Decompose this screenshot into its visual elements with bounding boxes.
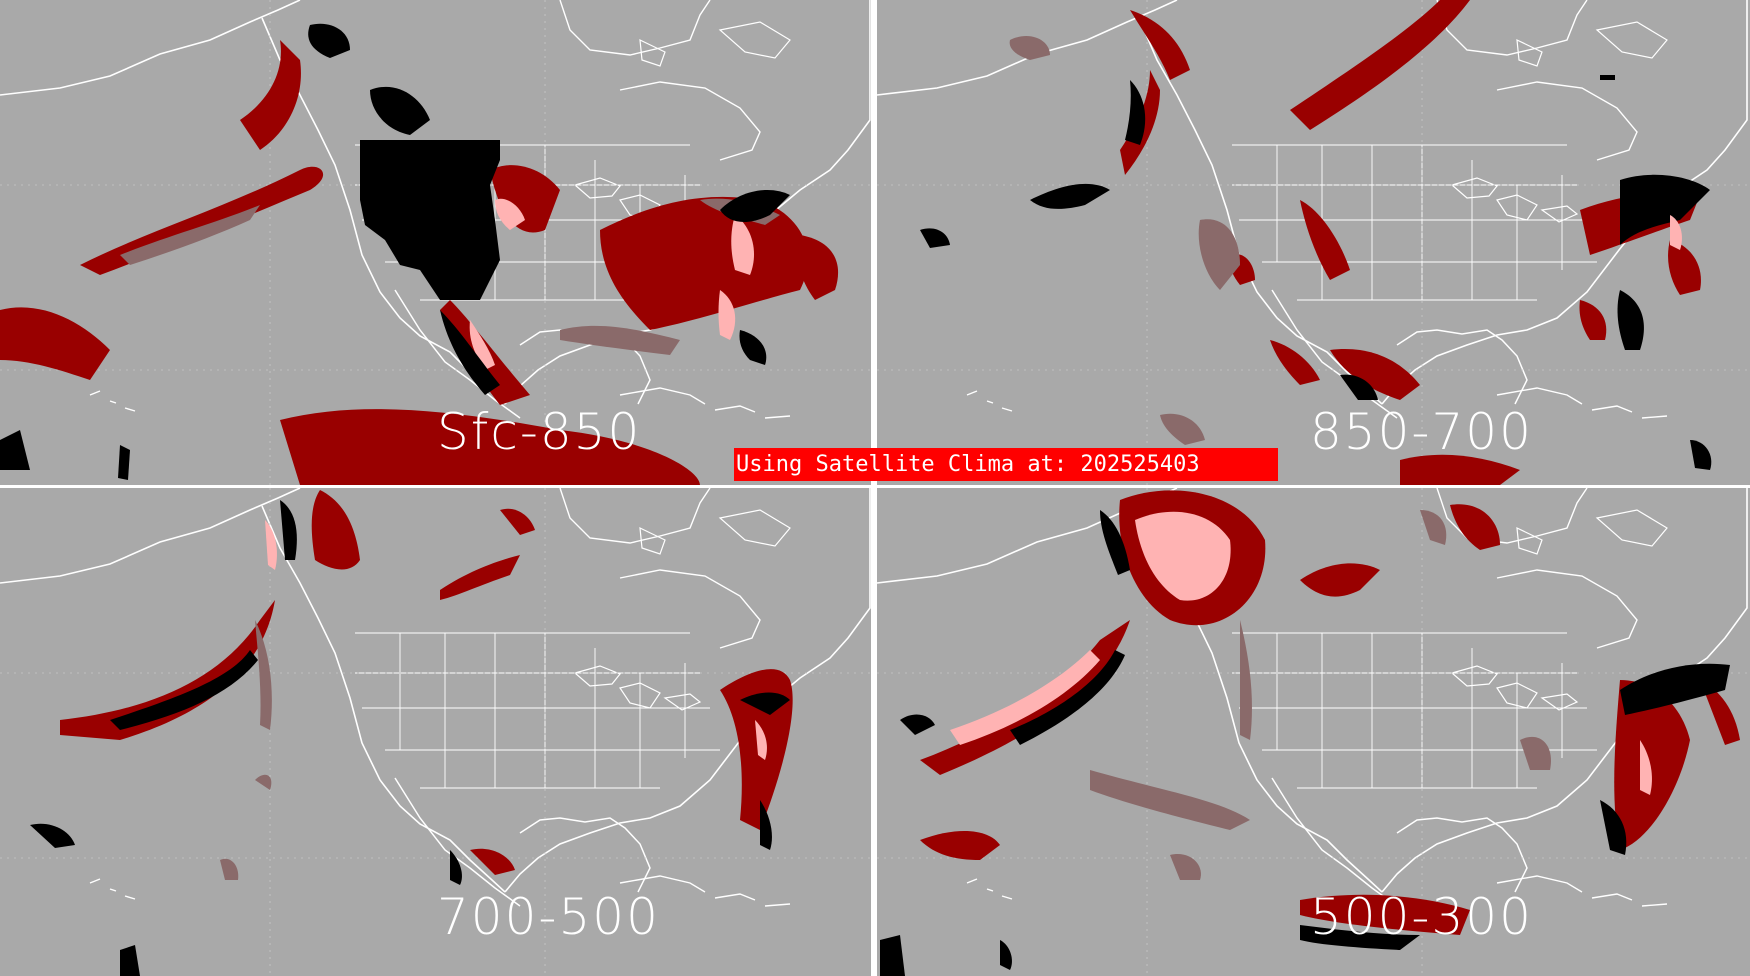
- panel-label-700-500: 700-500: [437, 888, 660, 946]
- panel-500-300: [876, 487, 1748, 976]
- panel-700-500: [0, 487, 871, 976]
- satellite-clima-banner: Using Satellite Clima at: 202525403: [734, 448, 1278, 481]
- panel-sfc-850: [0, 0, 870, 485]
- panel-label-500-300: 500-300: [1310, 888, 1533, 946]
- horizontal-divider: [0, 485, 1750, 488]
- panel-label-sfc-850: Sfc-850: [437, 403, 642, 461]
- panel-850-700: [876, 0, 1748, 486]
- panel-label-850-700: 850-700: [1310, 403, 1533, 461]
